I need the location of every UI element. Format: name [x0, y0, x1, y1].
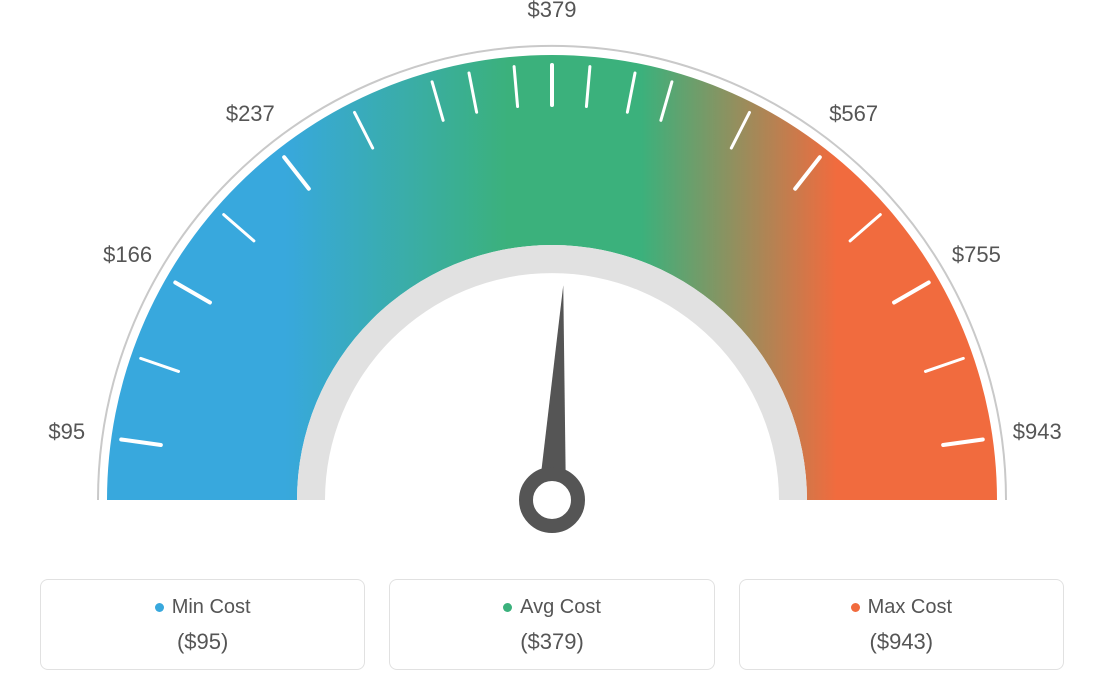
tick-label: $166: [103, 242, 152, 268]
legend-label-max: Max Cost: [851, 596, 952, 619]
tick-label: $567: [829, 101, 878, 127]
tick-label: $755: [952, 242, 1001, 268]
legend-card-avg: Avg Cost ($379): [389, 579, 714, 670]
dot-icon: [851, 603, 860, 612]
dot-icon: [155, 603, 164, 612]
tick-label: $943: [1013, 419, 1062, 445]
legend-label-avg: Avg Cost: [503, 596, 601, 619]
dot-icon: [503, 603, 512, 612]
legend-value-avg: ($379): [390, 629, 713, 655]
tick-label: $237: [226, 101, 275, 127]
legend-label-min: Min Cost: [155, 596, 251, 619]
gauge-area: $95 $166 $237 $379 $567 $755 $943: [0, 0, 1104, 560]
legend-name-min: Min Cost: [172, 596, 251, 619]
tick-label: $379: [528, 0, 577, 23]
legend-name-avg: Avg Cost: [520, 596, 601, 619]
legend-value-max: ($943): [740, 629, 1063, 655]
legend-row: Min Cost ($95) Avg Cost ($379) Max Cost …: [40, 579, 1064, 670]
legend-value-min: ($95): [41, 629, 364, 655]
gauge-svg: [0, 0, 1104, 560]
legend-card-max: Max Cost ($943): [739, 579, 1064, 670]
tick-label: $95: [48, 419, 85, 445]
legend-name-max: Max Cost: [868, 596, 952, 619]
cost-gauge-chart: $95 $166 $237 $379 $567 $755 $943 Min Cost ($9…: [0, 0, 1104, 690]
legend-card-min: Min Cost ($95): [40, 579, 365, 670]
